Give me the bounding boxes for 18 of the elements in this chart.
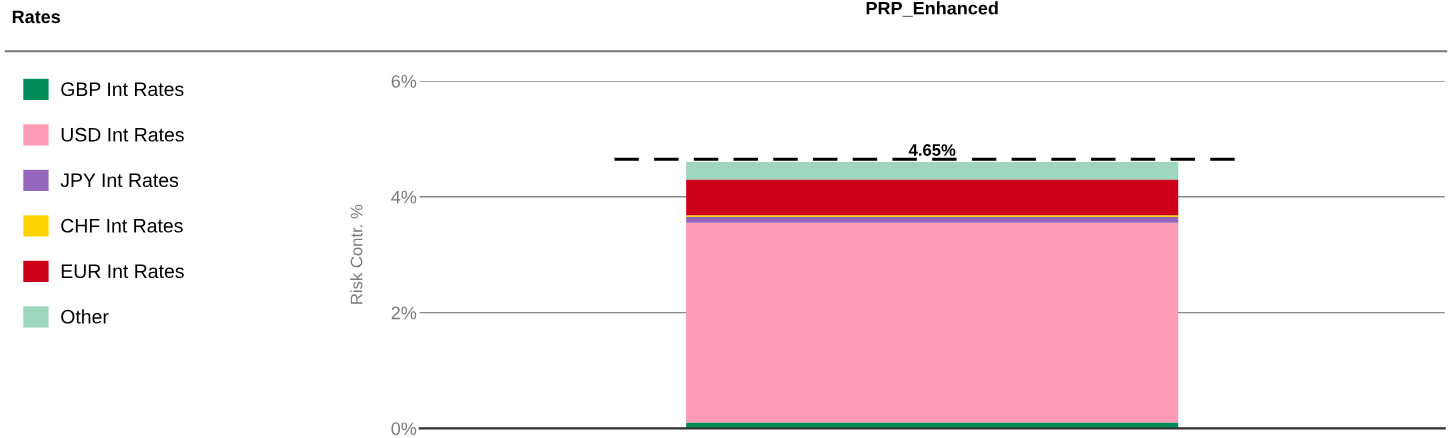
bar	[686, 179, 1179, 216]
y-tick-label: 6%	[391, 74, 417, 88]
y-tick-label: 0%	[391, 422, 417, 436]
bar	[686, 162, 1179, 180]
bar	[686, 222, 1179, 423]
legend-label: JPY Int Rates	[60, 173, 179, 188]
y-tick-label: 2%	[391, 306, 417, 320]
legend-label: GBP Int Rates	[61, 82, 184, 97]
y-tick-label: 4%	[391, 190, 417, 204]
legend-title: Rates	[12, 10, 61, 24]
legend-label: CHF Int Rates	[61, 218, 183, 233]
legend-label: Other	[61, 309, 109, 324]
legend-label: USD Int Rates	[61, 127, 184, 142]
ref-line-label: 4.65%	[908, 144, 956, 156]
bar	[686, 217, 1179, 223]
legend-label: EUR Int Rates	[61, 264, 184, 279]
chart-title: PRP_Enhanced	[866, 1, 998, 17]
y-axis-title: Risk Contr. %	[350, 204, 363, 304]
